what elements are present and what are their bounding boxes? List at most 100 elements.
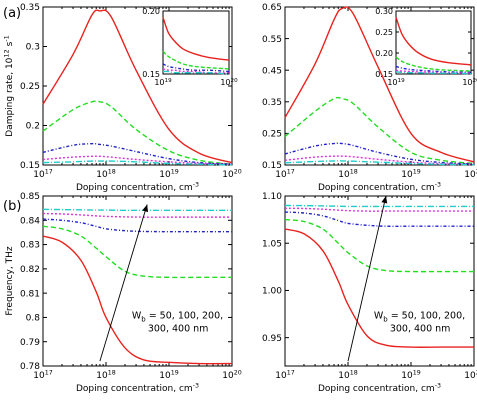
b-right-ytick-label: 1.00 [262,287,282,297]
a-right-inset-series-2-line [395,56,472,72]
b-left-arrow-head [142,204,149,213]
a-right-frame [284,6,475,166]
b-left-series-2-line [42,225,232,279]
b-left-wb-label-line2: 300, 400 nm [148,323,209,334]
a-left-series-4-line [42,155,233,165]
b-right-xlabel: Doping concentration, cm-3 [318,382,441,394]
a-right-series-2-line [284,96,475,165]
a-right-series-1-line [284,6,475,163]
b-left-series-3-line [42,218,232,233]
a-left-inset-ytick-label: 0.15 [142,70,160,79]
b-right-wb-label: Wb = 50, 100, 200, [374,310,465,323]
a-left-inset-frame [162,10,230,75]
a-right-inset-frame [395,10,472,75]
a-right-xlabel: Doping concentration, cm-3 [318,181,441,193]
b-left-xtick-label: 1018 [96,369,115,381]
chart-a-left: 1017 1018 1019 1020 0.15 0.2 0.25 0.3 0.35 Doping… [3,3,242,193]
a-left-inset-series-4-line [162,68,230,74]
b-left-ytick-label: 0.81 [20,289,40,299]
a-left-xtick-label: 1019 [159,168,178,180]
b-left-xtick-label: 1020 [222,369,241,381]
panel-label-b: (b) [3,199,21,214]
chart-b-right: 1017 1018 1019 1020 0.95 1.00 1.05 1.10 Doping c… [262,192,477,394]
b-left-ytick-label: 0.84 [20,216,40,226]
a-right-ytick-label: 0.55 [262,35,282,45]
b-left-xtick-label: 1019 [159,369,178,381]
a-right-inset-ytick-label: 0.25 [375,28,393,37]
a-right-inset-xtick-label: 1020 [462,78,477,87]
b-right-xtick-label: 1017 [275,369,294,381]
a-left-inset-series-3-line [162,63,230,73]
a-right-xtick-label: 1018 [338,168,357,180]
b-left-frame [42,195,233,367]
b-left-xlabel: Doping concentration, cm-3 [76,382,199,394]
a-left-inset-xtick-label: 1020 [220,78,238,87]
b-right-series-4-line [284,207,474,212]
a-right-inset-ytick-label: 0.20 [375,49,393,58]
chart-a-right: 1017 1018 1019 1020 0.15 0.25 0.35 0.45 0.55 0.65… [262,3,477,193]
a-right-ytick-label: 0.15 [262,161,282,171]
a-right-inset-series-5-line [395,71,472,75]
a-left-series-2-line [42,100,233,165]
b-left-wb-label: Wb = 50, 100, 200, [132,310,223,323]
a-right-inset-ytick-label: 0.30 [375,7,393,16]
a-right-inset-series-1-line [395,17,472,66]
a-left-ylabel: Damping rate, 1012 s-1 [3,35,16,137]
a-left-inset-bg [163,11,229,74]
a-right-xtick-label: 1020 [464,168,477,180]
a-left-ytick-label: 0.25 [20,82,40,92]
a-right-ytick-label: 0.65 [262,3,282,13]
b-left-ytick-label: 0.8 [26,314,41,324]
b-right-xtick-label: 1020 [464,369,477,381]
b-right-series-5-line [284,204,474,208]
b-right-xtick-label: 1018 [338,369,357,381]
a-left-series-5-line [42,160,233,166]
b-left-ytick-label: 0.83 [20,241,40,251]
a-left-ytick-label: 0.15 [20,161,40,171]
charts: 1017 1018 1019 1020 0.15 0.2 0.25 0.3 0.35 Doping… [3,3,477,394]
a-right-inset-xtick-label: 1019 [387,78,405,87]
b-left-ytick-label: 0.78 [20,362,40,372]
b-left-ytick-label: 0.85 [20,192,40,202]
b-right-xtick-label: 1019 [401,369,420,381]
a-left-xtick-label: 1020 [222,168,241,180]
b-left-annotation: Wb = 50, 100, 200,300, 400 nm [99,204,223,362]
b-right-annotation: Wb = 50, 100, 200,300, 400 nm [347,195,465,362]
a-right-xtick-label: 1019 [401,168,420,180]
b-left-ytick-label: 0.82 [20,265,40,275]
b-right-frame [284,195,475,367]
a-left-inset-series-5-line [162,70,230,75]
b-right-ytick-label: 1.05 [262,239,282,249]
a-right-ytick-label: 0.45 [262,66,282,76]
b-right-ytick-label: 0.95 [262,334,282,344]
b-left-arrow-shaft [99,204,148,362]
a-left-inset-xtick-label: 1019 [154,78,172,87]
a-right-inset-ytick-label: 0.15 [375,70,393,79]
a-right-series-3-line [284,142,475,165]
b-left-ytick-label: 0.79 [20,338,40,348]
b-right-arrow-shaft [347,195,387,362]
a-right-ytick-label: 0.35 [262,98,282,108]
a-left-series-1-line [42,9,233,164]
b-right-wb-label-line2: 300, 400 nm [390,323,451,334]
a-right-xtick-label: 1017 [275,168,294,180]
a-left-series-3-line [42,142,233,165]
panel-label-a: (a) [3,6,21,21]
a-left-inset: 1019 1020 0.15 0.20 [142,7,238,87]
b-left-series-4-line [42,212,232,218]
a-left-ytick-label: 0.35 [20,3,40,13]
a-right-series-4-line [284,155,475,166]
a-right-inset: 1019 1020 0.15 0.20 0.25 0.30 [375,7,477,87]
b-left-xtick-label: 1017 [33,369,52,381]
b-left-series-5-line [42,208,232,212]
b-right-series-2-line [284,218,474,273]
a-left-inset-series-1-line [162,17,230,61]
b-left-ylabel: Frequency, THz [5,246,15,315]
b-left-series-1-line [42,235,233,365]
a-right-series-5-line [284,160,475,166]
b-right-ytick-label: 1.10 [262,192,282,202]
b-right-arrow-head [381,196,388,204]
b-right-series-3-line [284,211,474,227]
a-left-inset-series-2-line [162,50,230,70]
